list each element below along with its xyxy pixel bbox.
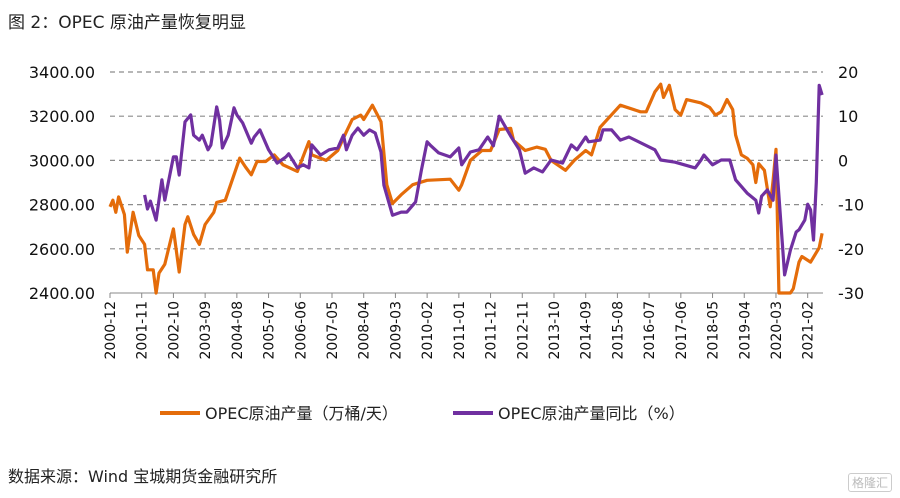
y-left-tick-label: 2800.00 bbox=[29, 196, 95, 215]
x-tick-label: 2007-05 bbox=[325, 301, 341, 360]
x-tick-label: 2006-06 bbox=[293, 301, 309, 360]
y-right-tick-label: 20 bbox=[838, 63, 858, 82]
y-right-tick-label: -30 bbox=[838, 284, 864, 303]
production-line bbox=[108, 82, 824, 295]
x-tick-label: 2003-09 bbox=[198, 301, 214, 360]
x-tick-label: 2013-10 bbox=[547, 301, 563, 360]
x-tick-label: 2021-02 bbox=[801, 301, 817, 360]
x-tick-label: 2019-04 bbox=[737, 301, 753, 360]
x-tick-label: 2018-05 bbox=[706, 301, 722, 360]
x-tick-label: 2017-06 bbox=[674, 301, 690, 360]
x-tick-label: 2011-01 bbox=[452, 301, 468, 360]
y-left-tick-label: 3400.00 bbox=[29, 63, 95, 82]
x-tick-label: 2002-10 bbox=[166, 301, 182, 360]
x-tick-label: 2011-12 bbox=[484, 301, 500, 360]
y-left-tick-label: 2600.00 bbox=[29, 240, 95, 259]
x-tick-label: 2001-11 bbox=[135, 301, 151, 360]
x-tick-label: 2004-08 bbox=[230, 301, 246, 360]
watermark-logo: 格隆汇 bbox=[847, 473, 892, 492]
y-left-tick-label: 3200.00 bbox=[29, 107, 95, 126]
yoy-line bbox=[143, 83, 824, 277]
x-tick-label: 2000-12 bbox=[103, 301, 119, 360]
y-right-tick-label: 10 bbox=[838, 107, 858, 126]
x-tick-label: 2020-03 bbox=[769, 301, 785, 360]
x-tick-label: 2010-02 bbox=[420, 301, 436, 360]
x-tick-label: 2009-03 bbox=[388, 301, 404, 360]
y-right-tick-label: -20 bbox=[838, 240, 864, 259]
legend-label-yoy: OPEC原油产量同比（%） bbox=[498, 404, 685, 423]
legend-label-production: OPEC原油产量（万桶/天） bbox=[205, 404, 398, 423]
y-right-tick-label: 0 bbox=[838, 151, 848, 170]
y-left-tick-label: 2400.00 bbox=[29, 284, 95, 303]
legend: OPEC原油产量（万桶/天） OPEC原油产量同比（%） bbox=[160, 404, 685, 423]
data-source: 数据来源：Wind 宝城期货金融研究所 bbox=[8, 467, 278, 486]
x-tick-label: 2014-09 bbox=[579, 301, 595, 360]
y-right-tick-label: -10 bbox=[838, 196, 864, 215]
x-tick-label: 2005-07 bbox=[262, 301, 278, 360]
x-tick-label: 2012-11 bbox=[515, 301, 531, 360]
y-left-tick-label: 3000.00 bbox=[29, 151, 95, 170]
figure-title: 图 2：OPEC 原油产量恢复明显 bbox=[8, 13, 246, 33]
x-tick-label: 2016-07 bbox=[642, 301, 658, 360]
x-tick-label: 2008-04 bbox=[357, 301, 373, 360]
x-tick-label: 2015-08 bbox=[610, 301, 626, 360]
